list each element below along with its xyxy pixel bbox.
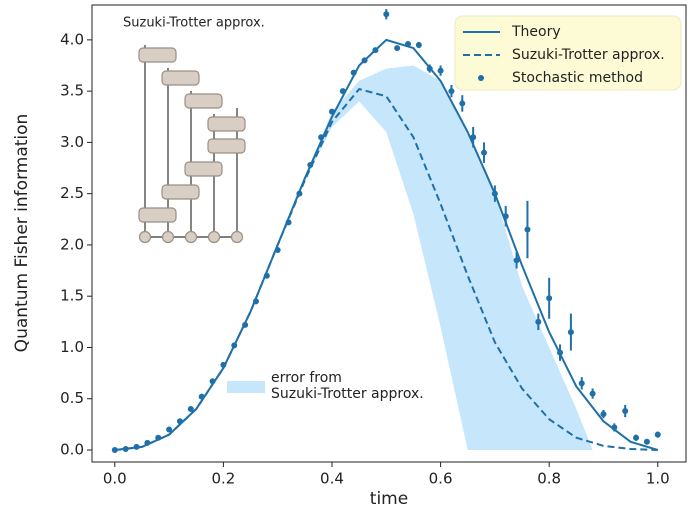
x-tick-label: 0.4 [320, 470, 344, 488]
point [209, 378, 216, 385]
point [589, 390, 596, 397]
y-tick-label: 2.0 [60, 235, 84, 253]
point [557, 349, 564, 356]
point [481, 149, 488, 156]
band-layer [114, 65, 593, 451]
point [643, 438, 650, 445]
y-tick-label: 3.5 [60, 82, 84, 100]
point [502, 213, 509, 220]
line [114, 87, 658, 452]
point [491, 190, 498, 197]
point [383, 11, 390, 18]
x-axis-label: time [370, 489, 408, 509]
y-tick-label: 0.5 [60, 389, 84, 407]
point [622, 408, 629, 415]
point [318, 134, 325, 141]
y-tick-label: 1.0 [60, 338, 84, 356]
y-axis-label: Quantum Fisher information [12, 114, 32, 353]
point [285, 219, 292, 226]
point [111, 447, 118, 454]
point [513, 257, 520, 264]
point [470, 134, 477, 141]
point [339, 88, 346, 95]
point [307, 161, 314, 168]
point [633, 434, 640, 441]
point [252, 298, 259, 305]
y-tick-label: 0.0 [60, 441, 84, 459]
x-tick-label: 0.2 [211, 470, 235, 488]
point [242, 321, 249, 328]
point [405, 40, 412, 47]
circuit-inset [138, 45, 246, 244]
point [567, 329, 574, 336]
point [361, 57, 368, 64]
band-legend-label: error from Suzuki-Trotter approx. [271, 370, 424, 402]
point [372, 47, 379, 54]
x-tick-label: 0.8 [537, 470, 561, 488]
point [187, 405, 194, 412]
point [426, 65, 433, 72]
y-tick-label: 2.5 [60, 184, 84, 202]
point [611, 424, 618, 431]
point [437, 67, 444, 74]
point [394, 45, 401, 52]
point [654, 431, 661, 438]
y-tick-label: 4.0 [60, 30, 84, 48]
point [328, 108, 335, 115]
point [448, 88, 455, 95]
plot-frame [91, 4, 687, 463]
inset-label: Suzuki-Trotter approx. [123, 16, 265, 31]
legend-label: Theory [511, 24, 561, 40]
point [198, 393, 205, 400]
legend-label: Stochastic method [512, 70, 643, 86]
legend-box [454, 15, 682, 91]
y-tick-label: 1.5 [60, 287, 84, 305]
point [524, 226, 531, 233]
x-tick-label: 1.0 [646, 470, 670, 488]
x-tick-label: 0.0 [103, 470, 127, 488]
point [578, 380, 585, 387]
legend-swatch [478, 75, 484, 81]
x-tick-label: 0.6 [429, 470, 453, 488]
point [231, 342, 238, 349]
point [415, 41, 422, 48]
point [133, 443, 140, 450]
point [144, 439, 151, 446]
point [166, 426, 173, 433]
point [155, 434, 162, 441]
point [600, 411, 607, 418]
point [546, 295, 553, 302]
point [176, 418, 183, 425]
point [296, 190, 303, 197]
point [122, 445, 129, 452]
band-legend-swatch [227, 381, 265, 393]
point [459, 100, 466, 107]
error-band [114, 65, 593, 451]
point [535, 318, 542, 325]
point [263, 272, 270, 279]
legend-label: Suzuki-Trotter approx. [512, 47, 665, 63]
point [220, 361, 227, 368]
point [274, 247, 281, 254]
data-layer [111, 9, 661, 454]
y-tick-label: 3.0 [60, 133, 84, 151]
point [350, 69, 357, 76]
